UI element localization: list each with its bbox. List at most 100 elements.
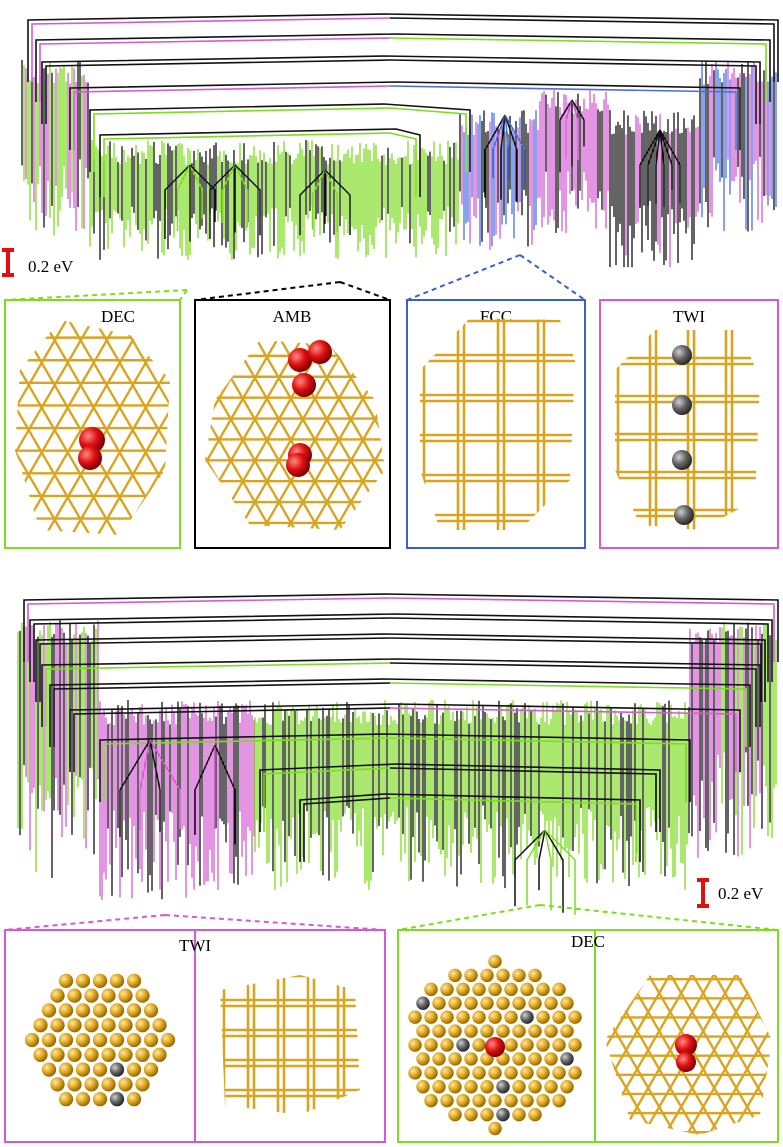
sub-basin: [655, 129, 661, 204]
atom: [504, 1066, 518, 1080]
atom: [440, 1010, 454, 1024]
atom: [504, 1010, 518, 1024]
sub-basin: [514, 829, 546, 907]
bond: [15, 320, 19, 535]
sub-basin: [149, 739, 161, 832]
atom: [448, 1052, 462, 1066]
atom: [448, 1080, 462, 1094]
sub-basin: [571, 99, 579, 160]
basin: [89, 103, 471, 172]
atom: [488, 982, 502, 997]
atom: [50, 988, 65, 1003]
atom: [101, 1047, 116, 1062]
atom: [292, 373, 316, 397]
atom: [480, 1080, 494, 1094]
atom: [416, 996, 430, 1010]
atom: [568, 1038, 582, 1052]
basin: [39, 637, 391, 702]
bond: [726, 975, 772, 1135]
basin: [389, 637, 762, 702]
atom: [528, 996, 542, 1010]
basin: [389, 767, 657, 832]
bond: [142, 320, 170, 535]
atom: [92, 1032, 108, 1048]
atom: [424, 1093, 438, 1108]
atom: [109, 1003, 125, 1018]
atom: [67, 1018, 82, 1033]
bond: [15, 320, 97, 535]
atom: [308, 340, 332, 364]
atom: [544, 1024, 558, 1038]
atom: [676, 1052, 696, 1072]
atom: [416, 1080, 430, 1094]
atom: [424, 1038, 438, 1052]
atom: [568, 1066, 582, 1080]
atom: [536, 1038, 550, 1052]
atom: [560, 1024, 574, 1038]
sub-basin: [119, 739, 151, 837]
sub-basin: [234, 164, 261, 236]
basin: [73, 85, 391, 150]
atom-lattice: [615, 330, 760, 530]
sub-basin: [176, 164, 191, 232]
sub-basin: [544, 829, 552, 911]
bond: [90, 320, 170, 535]
atom: [440, 1038, 454, 1052]
atom: [118, 1047, 133, 1062]
sub-basin: [500, 114, 506, 200]
atom: [84, 988, 99, 1003]
atom: [512, 968, 526, 983]
atom: [488, 1093, 502, 1108]
atom: [135, 988, 150, 1003]
atom: [675, 1034, 697, 1056]
atom: [504, 1038, 518, 1052]
atom: [488, 1066, 502, 1080]
atom: [152, 1047, 167, 1062]
sub-basin: [565, 99, 573, 159]
atom: [24, 1032, 40, 1048]
atom: [488, 954, 502, 969]
basin: [45, 662, 391, 727]
atom: [480, 968, 494, 983]
basin: [41, 55, 761, 124]
basin: [389, 662, 757, 727]
bond: [15, 320, 149, 535]
atom: [118, 1077, 133, 1092]
basin: [69, 81, 741, 150]
bond: [704, 975, 772, 1135]
atom: [544, 1080, 558, 1094]
atom: [101, 1077, 116, 1092]
atom: [92, 1092, 108, 1107]
panel-frames: [4, 299, 779, 1143]
atom: [672, 450, 692, 470]
atom: [143, 1003, 159, 1018]
bond: [15, 320, 71, 535]
basin: [389, 617, 769, 682]
atom: [126, 1092, 142, 1107]
atom: [674, 505, 694, 525]
atom: [126, 1003, 142, 1018]
sub-basin: [299, 169, 326, 236]
atom: [520, 1038, 534, 1052]
bond: [228, 340, 353, 530]
sub-basin: [139, 739, 151, 830]
sub-basin: [324, 169, 351, 235]
atom: [552, 982, 566, 997]
basin: [35, 33, 771, 102]
bond: [205, 340, 305, 530]
atom: [109, 973, 125, 988]
atom: [456, 1093, 470, 1108]
basin: [299, 793, 641, 862]
basin: [103, 132, 391, 197]
atom: [464, 1107, 478, 1122]
panel-label: DEC: [101, 307, 135, 326]
atom: [488, 1010, 502, 1024]
atom: [480, 1024, 494, 1038]
panel-label: FCC: [480, 307, 512, 326]
atom: [472, 982, 486, 997]
basin: [99, 733, 691, 802]
bond: [205, 340, 281, 530]
atom: [126, 973, 142, 988]
atom: [424, 1066, 438, 1080]
sub-basin: [324, 169, 339, 233]
